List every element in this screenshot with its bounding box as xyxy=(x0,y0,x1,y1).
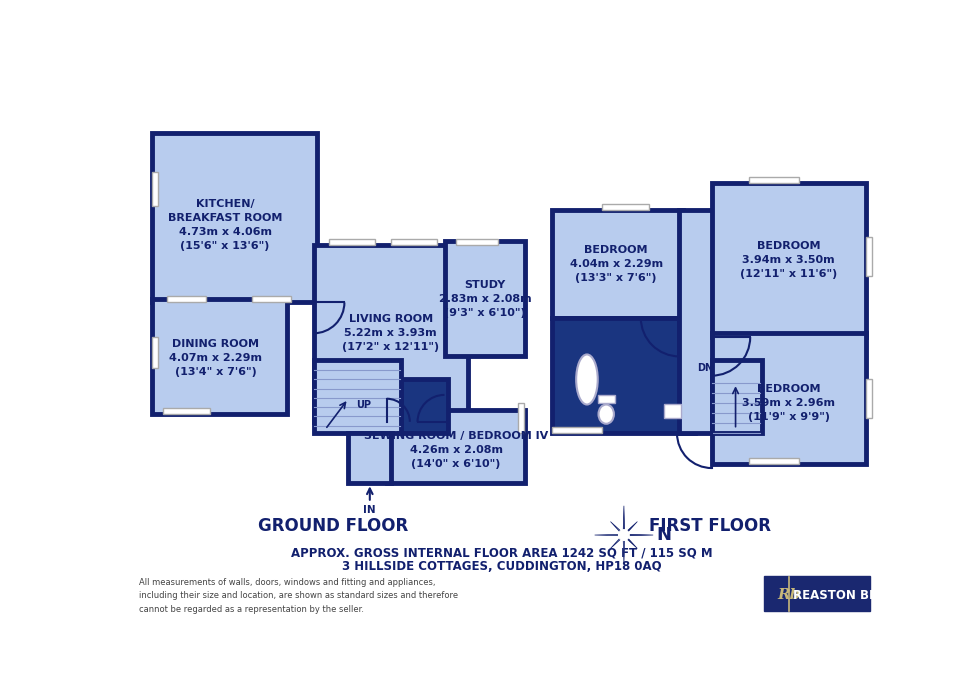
Text: All measurements of walls, doors, windows and fitting and appliances,
including : All measurements of walls, doors, window… xyxy=(139,578,458,614)
Ellipse shape xyxy=(576,354,598,405)
Bar xyxy=(252,296,290,302)
Bar xyxy=(679,210,729,433)
Text: DINING ROOM
4.07m x 2.29m
(13'4" x 7'6"): DINING ROOM 4.07m x 2.29m (13'4" x 7'6") xyxy=(170,339,263,377)
Bar xyxy=(517,403,523,433)
Bar xyxy=(749,177,799,183)
Text: 3 HILLSIDE COTTAGES, CUDDINGTON, HP18 0AQ: 3 HILLSIDE COTTAGES, CUDDINGTON, HP18 0A… xyxy=(342,560,662,573)
Bar xyxy=(711,361,761,433)
Bar xyxy=(348,433,391,484)
Polygon shape xyxy=(627,534,654,536)
Text: LIVING ROOM
5.22m x 3.93m
(17'2" x 12'11"): LIVING ROOM 5.22m x 3.93m (17'2" x 12'11… xyxy=(342,314,439,352)
Text: KITCHEN/
BREAKFAST ROOM
4.73m x 4.06m
(15'6" x 13'6"): KITCHEN/ BREAKFAST ROOM 4.73m x 4.06m (1… xyxy=(168,199,282,251)
Text: STUDY
2.83m x 2.08m
(9'3" x 6'10"): STUDY 2.83m x 2.08m (9'3" x 6'10") xyxy=(439,280,531,318)
Bar xyxy=(168,296,206,302)
Circle shape xyxy=(618,530,629,540)
Text: FIRST FLOOR: FIRST FLOOR xyxy=(649,517,771,535)
Text: N: N xyxy=(657,526,671,544)
Bar xyxy=(749,458,799,464)
Bar xyxy=(152,337,158,368)
Bar xyxy=(711,183,865,337)
Polygon shape xyxy=(626,537,637,549)
Text: REASTON BROWN: REASTON BROWN xyxy=(794,589,911,601)
Bar xyxy=(329,239,375,245)
Polygon shape xyxy=(626,522,637,533)
Polygon shape xyxy=(623,538,624,564)
Text: DN: DN xyxy=(697,363,712,373)
Text: IN: IN xyxy=(364,505,376,516)
Bar xyxy=(664,404,681,418)
Bar xyxy=(598,395,614,403)
Bar xyxy=(164,408,210,414)
Bar xyxy=(387,410,525,484)
Polygon shape xyxy=(611,537,622,549)
Bar xyxy=(764,576,870,611)
Text: UP: UP xyxy=(356,400,371,410)
Bar xyxy=(603,204,649,210)
Bar xyxy=(391,239,437,245)
Bar xyxy=(456,239,499,245)
Text: BEDROOM
3.94m x 3.50m
(12'11" x 11'6"): BEDROOM 3.94m x 3.50m (12'11" x 11'6") xyxy=(740,241,837,279)
Text: SEWING ROOM / BEDROOM IV
4.26m x 2.08m
(14'0" x 6'10"): SEWING ROOM / BEDROOM IV 4.26m x 2.08m (… xyxy=(364,431,548,469)
Bar xyxy=(865,237,872,275)
Polygon shape xyxy=(623,506,624,531)
Bar xyxy=(152,133,318,302)
Polygon shape xyxy=(611,522,622,533)
Bar xyxy=(553,318,695,433)
Bar xyxy=(553,210,683,318)
Bar xyxy=(711,334,865,464)
Bar xyxy=(152,172,158,206)
Bar xyxy=(865,379,872,418)
Text: Rb: Rb xyxy=(777,588,801,602)
Text: APPROX. GROSS INTERNAL FLOOR AREA 1242 SQ FT / 115 SQ M: APPROX. GROSS INTERNAL FLOOR AREA 1242 S… xyxy=(291,546,713,559)
Ellipse shape xyxy=(599,405,613,424)
Bar xyxy=(314,361,401,433)
Text: GROUND FLOOR: GROUND FLOOR xyxy=(258,517,408,535)
Polygon shape xyxy=(595,534,620,536)
Bar xyxy=(401,379,449,433)
Text: BEDROOM
4.04m x 2.29m
(13'3" x 7'6"): BEDROOM 4.04m x 2.29m (13'3" x 7'6") xyxy=(569,245,662,283)
Bar xyxy=(445,241,525,356)
Bar xyxy=(314,245,467,422)
Bar xyxy=(152,299,287,414)
Bar xyxy=(553,427,603,433)
Text: BEDROOM
3.59m x 2.96m
(11'9" x 9'9"): BEDROOM 3.59m x 2.96m (11'9" x 9'9") xyxy=(742,383,835,421)
